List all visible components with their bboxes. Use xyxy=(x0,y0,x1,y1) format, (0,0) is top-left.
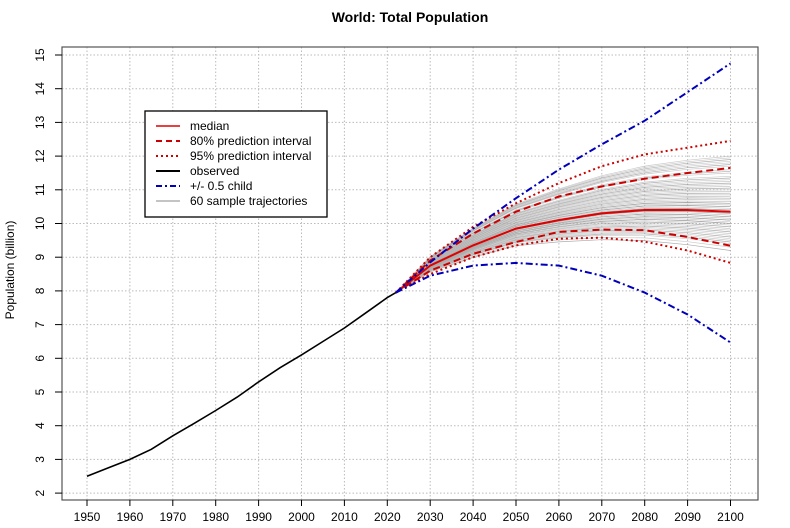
x-tick-label: 2000 xyxy=(288,510,315,524)
sample-trajectory xyxy=(395,199,731,293)
y-tick-label: 11 xyxy=(33,183,47,196)
y-tick-label: 10 xyxy=(33,217,47,231)
y-tick-label: 14 xyxy=(33,82,47,96)
y-tick-label: 12 xyxy=(33,149,47,163)
x-tick-label: 1980 xyxy=(202,510,229,524)
series--0-5-child-upper xyxy=(395,62,732,294)
x-tick-label: 2090 xyxy=(674,510,701,524)
legend-label: +/- 0.5 child xyxy=(190,179,252,193)
x-tick-label: 2080 xyxy=(631,510,658,524)
legend-label: observed xyxy=(190,164,239,178)
x-tick-label: 2020 xyxy=(374,510,401,524)
series-median xyxy=(395,209,731,294)
y-tick-label: 15 xyxy=(33,48,47,62)
y-tick-label: 4 xyxy=(33,422,47,429)
series-80-prediction-interval-upper xyxy=(395,166,731,294)
axes: 1950 1960 1970 1980 1990 2000 2010 2020 2030 2040… xyxy=(33,48,744,524)
sample-trajectories xyxy=(395,155,731,293)
sample-trajectory xyxy=(395,237,731,293)
y-tick-label: 2 xyxy=(33,489,47,496)
legend-label: 95% prediction interval xyxy=(190,149,311,163)
y-axis-label: Population (billion) xyxy=(3,221,17,320)
x-tick-label: 2040 xyxy=(460,510,487,524)
series-lines xyxy=(86,62,732,478)
x-tick-label: 2070 xyxy=(588,510,615,524)
x-tick-label: 1990 xyxy=(245,510,272,524)
y-tick-label: 7 xyxy=(33,321,47,328)
x-tick-label: 2050 xyxy=(503,510,530,524)
x-tick-label: 2060 xyxy=(546,510,573,524)
y-tick-label: 9 xyxy=(33,254,47,261)
y-tick-label: 5 xyxy=(33,388,47,395)
legend-label: median xyxy=(190,119,229,133)
x-tick-label: 2100 xyxy=(717,510,744,524)
y-tick-label: 13 xyxy=(33,115,47,129)
sample-trajectory xyxy=(395,225,731,293)
chart-title: World: Total Population xyxy=(332,9,489,25)
sample-trajectory xyxy=(395,197,731,293)
y-tick-label: 8 xyxy=(33,287,47,294)
series--0-5-child-lower xyxy=(395,261,732,344)
x-tick-label: 2010 xyxy=(331,510,358,524)
plot-frame xyxy=(61,46,759,501)
legend-box xyxy=(144,110,328,218)
series-95-prediction-interval-upper xyxy=(395,139,731,294)
series-80-prediction-interval-lower xyxy=(395,228,731,294)
x-tick-label: 1970 xyxy=(159,510,186,524)
y-tick-label: 6 xyxy=(33,355,47,362)
x-tick-label: 1950 xyxy=(74,510,101,524)
y-tick-label: 3 xyxy=(33,456,47,463)
sample-trajectory xyxy=(395,239,731,293)
series-observed xyxy=(86,291,397,478)
legend-label: 60 sample trajectories xyxy=(190,194,307,208)
x-tick-label: 2030 xyxy=(417,510,444,524)
legend-label: 80% prediction interval xyxy=(190,134,311,148)
x-tick-label: 1960 xyxy=(117,510,144,524)
